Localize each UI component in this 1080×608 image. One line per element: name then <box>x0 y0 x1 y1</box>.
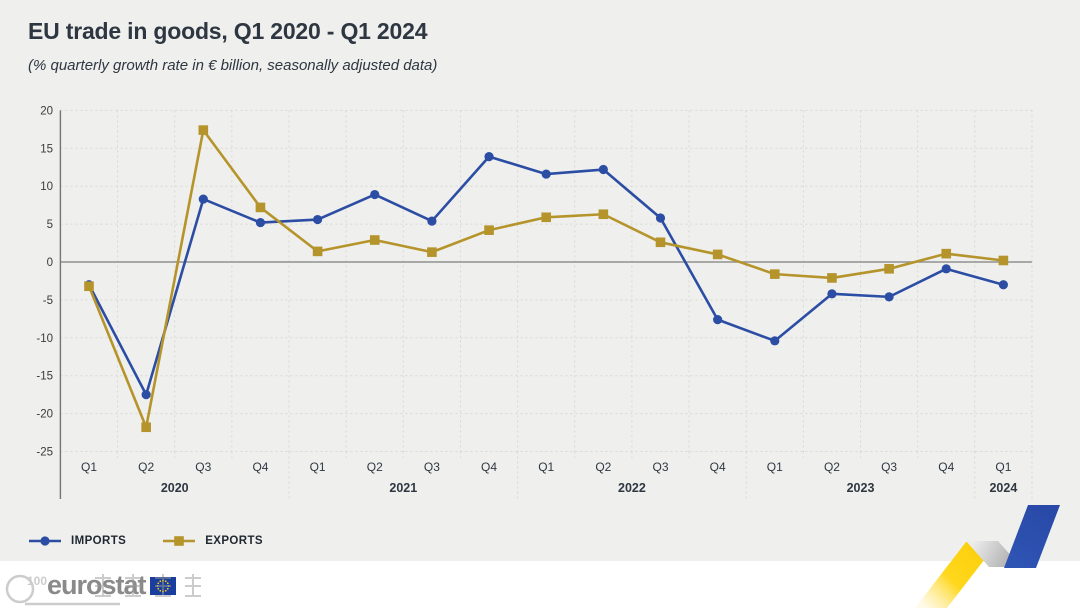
eurostat-logo-text: eurostat <box>47 570 147 600</box>
svg-text:100: 100 <box>27 574 47 588</box>
chart-subtitle: (% quarterly growth rate in € billion, s… <box>28 57 438 74</box>
data-point <box>484 152 494 162</box>
svg-text:2022: 2022 <box>618 481 646 495</box>
legend-item-exports: EXPORTS <box>162 535 263 547</box>
legend-item-imports: IMPORTS <box>28 535 126 547</box>
data-point <box>884 292 894 302</box>
svg-text:10: 10 <box>40 181 53 193</box>
svg-text:-5: -5 <box>43 295 53 307</box>
legend-label-imports: IMPORTS <box>71 535 127 547</box>
x-gridlines <box>117 110 1033 458</box>
data-point <box>198 194 208 204</box>
data-point <box>541 169 551 179</box>
svg-text:Q4: Q4 <box>710 460 726 474</box>
svg-text:Q4: Q4 <box>938 460 954 474</box>
series-exports <box>84 125 1009 433</box>
svg-text:20: 20 <box>40 105 53 117</box>
svg-text:Q2: Q2 <box>595 460 611 474</box>
series-imports <box>84 152 1009 400</box>
svg-text:Q4: Q4 <box>481 460 497 474</box>
svg-text:2023: 2023 <box>847 481 875 495</box>
svg-text:Q1: Q1 <box>995 460 1011 474</box>
svg-text:2024: 2024 <box>989 481 1017 495</box>
svg-text:Q1: Q1 <box>81 460 97 474</box>
svg-text:Q1: Q1 <box>310 460 326 474</box>
svg-text:-10: -10 <box>36 333 53 345</box>
data-point <box>998 255 1009 266</box>
svg-text:-25: -25 <box>36 447 53 459</box>
data-point <box>255 202 266 213</box>
svg-text:Q4: Q4 <box>252 460 268 474</box>
year-labels: 2020 2021 2022 2023 2024 <box>161 481 1018 495</box>
svg-text:Q2: Q2 <box>824 460 840 474</box>
imports-line-marker-icon <box>29 536 61 546</box>
data-point <box>827 289 837 299</box>
x-tick-labels: Q1 Q2 Q3 Q4 Q1 Q2 Q3 Q4 Q1 Q2 Q3 Q4 Q1 Q2 Q3 Q4 Q1 <box>81 460 1012 474</box>
data-point <box>313 214 323 225</box>
data-point <box>941 264 951 274</box>
svg-text:-15: -15 <box>36 371 53 383</box>
data-point <box>312 246 323 257</box>
svg-text:2020: 2020 <box>161 481 189 495</box>
data-point <box>827 273 837 283</box>
page-title: EU trade in goods, Q1 2020 - Q1 2024 <box>28 18 428 44</box>
data-point <box>598 164 608 175</box>
data-point <box>655 237 666 248</box>
svg-text:Q3: Q3 <box>652 460 668 474</box>
svg-text:Q1: Q1 <box>767 460 783 474</box>
data-point <box>484 225 494 235</box>
svg-text:5: 5 <box>47 219 53 231</box>
data-point <box>770 269 780 279</box>
data-point <box>713 315 723 325</box>
svg-text:Q2: Q2 <box>367 460 383 474</box>
data-point <box>941 248 952 259</box>
svg-text:-20: -20 <box>36 409 53 421</box>
data-point <box>84 281 94 292</box>
svg-text:Q1: Q1 <box>538 460 554 474</box>
legend-label-exports: EXPORTS <box>205 535 263 547</box>
data-point <box>141 422 151 433</box>
svg-text:15: 15 <box>40 143 53 155</box>
exports-line-marker-icon <box>163 536 196 546</box>
data-point <box>427 216 437 226</box>
chart-legend: IMPORTS EXPORTS <box>28 535 263 547</box>
data-point <box>370 189 380 200</box>
svg-text:0: 0 <box>47 257 53 269</box>
data-point <box>884 264 894 274</box>
data-point <box>998 280 1009 290</box>
data-point <box>427 247 437 257</box>
data-point <box>770 336 780 346</box>
svg-text:Q3: Q3 <box>424 460 440 474</box>
data-point <box>598 209 609 220</box>
data-point <box>655 213 666 223</box>
data-point <box>141 390 151 400</box>
svg-text:2021: 2021 <box>389 481 417 495</box>
eu-flag-icon <box>149 576 176 595</box>
svg-text:Q3: Q3 <box>881 460 897 474</box>
data-point <box>541 212 551 223</box>
data-point <box>369 235 380 245</box>
y-gridlines <box>60 109 1032 452</box>
data-point <box>198 125 209 135</box>
svg-text:Q3: Q3 <box>195 460 211 474</box>
data-point <box>255 217 266 228</box>
eurostat-logo: eurostat <box>47 572 176 599</box>
svg-text:Q2: Q2 <box>138 460 154 474</box>
y-tick-labels: 20 15 10 5 0 -5 -10 -15 -20 -25 <box>36 105 53 458</box>
data-point <box>712 249 723 260</box>
